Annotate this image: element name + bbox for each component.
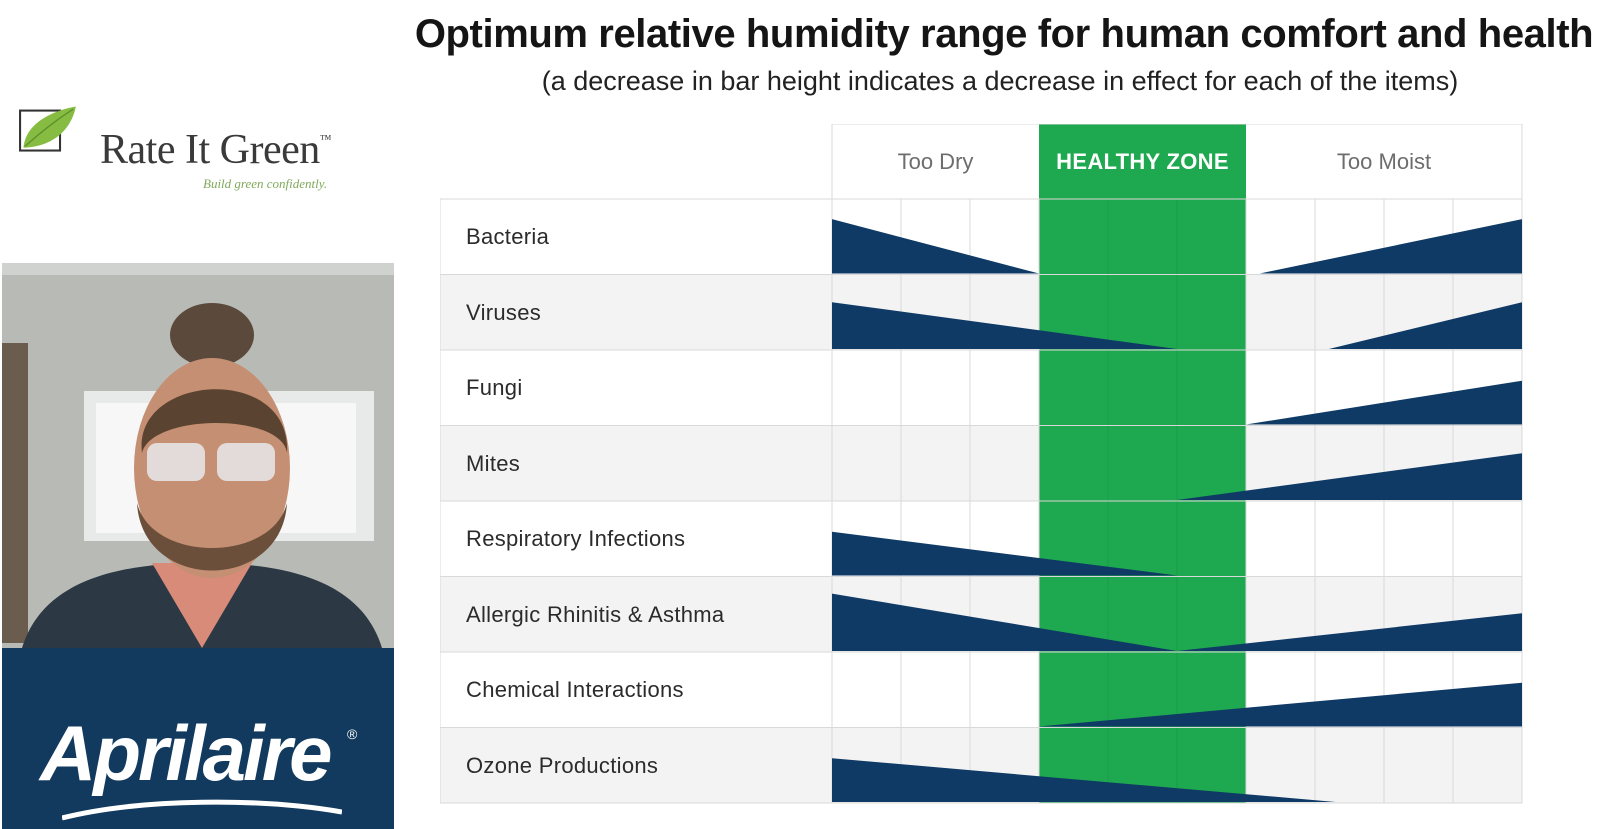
zone-header-healthy: HEALTHY ZONE — [1056, 149, 1229, 174]
too-moist-effect-wedge — [1177, 453, 1522, 500]
row-label: Allergic Rhinitis & Asthma — [466, 601, 725, 627]
brand-name: Rate It Green™ — [100, 127, 332, 173]
row-label: Respiratory Infections — [466, 526, 686, 551]
too-moist-effect-wedge — [1246, 380, 1522, 425]
zone-header-dry: Too Dry — [897, 149, 974, 174]
chart-subtitle: (a decrease in bar height indicates a de… — [541, 66, 1459, 96]
row-label: Mites — [466, 450, 521, 476]
presenter-webcam — [2, 263, 394, 648]
healthy-zone-band — [1039, 124, 1246, 803]
row-label: Chemical Interactions — [466, 677, 684, 702]
too-dry-effect-wedge — [832, 758, 1336, 802]
aprilaire-swoosh-icon — [62, 799, 342, 821]
humidity-chart-svg — [440, 124, 1523, 804]
brand-tagline: Build green confidently. — [203, 176, 328, 191]
leaf-logo-icon — [19, 106, 76, 152]
too-dry-effect-wedge — [832, 219, 1039, 274]
row-label: Bacteria — [466, 224, 550, 249]
too-moist-effect-wedge — [1328, 302, 1522, 349]
aprilaire-wordmark: Aprilaire — [40, 709, 332, 797]
chart-title: Optimum relative humidity range for huma… — [414, 12, 1594, 56]
too-moist-effect-wedge — [1177, 613, 1522, 651]
row-label: Ozone Productions — [466, 752, 659, 778]
too-moist-effect-wedge — [1039, 682, 1522, 727]
zone-header-moist: Too Moist — [1336, 149, 1432, 174]
too-dry-effect-wedge — [832, 531, 1177, 576]
row-label: Viruses — [466, 299, 542, 325]
humidity-chart: Bacteria Viruses Fungi Mites Respiratory Inf… — [440, 124, 1546, 824]
aprilaire-logo-panel: Aprilaire ® — [2, 648, 394, 829]
rate-it-green-logo: Rate It Green™ Build green confidently. — [18, 82, 388, 192]
row-label: Fungi — [466, 375, 523, 400]
registered-mark: ® — [347, 726, 358, 742]
too-moist-effect-wedge — [1259, 219, 1522, 274]
